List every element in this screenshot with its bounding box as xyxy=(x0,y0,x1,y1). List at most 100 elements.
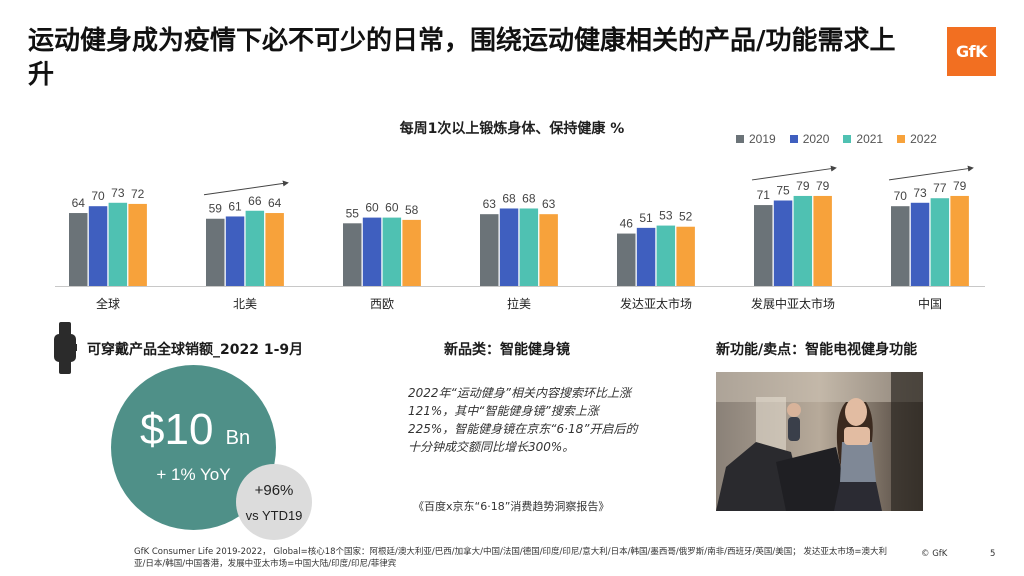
bar-chart: 64 70 73 72 全球 59 61 66 64 北美 55 60 60 58 西欧 63 68 68 63 拉美… xyxy=(55,165,985,311)
bar-2020-5 xyxy=(773,200,793,286)
data-label-2020-5: 75 xyxy=(776,184,790,198)
chart-legend: 2019 2020 2021 2022 xyxy=(736,132,937,146)
data-label-2021-2: 60 xyxy=(385,201,399,215)
footnote: GfK Consumer Life 2019-2022， Global=核心18… xyxy=(134,547,888,569)
sales-unit: Bn xyxy=(225,427,251,449)
data-label-2020-6: 73 xyxy=(913,186,927,200)
bar-2021-2 xyxy=(382,217,402,286)
bar-2020-2 xyxy=(362,217,382,286)
category-label-6: 中国 xyxy=(918,296,942,311)
category-label-3: 拉美 xyxy=(507,296,531,311)
data-label-2021-1: 66 xyxy=(248,194,262,208)
data-label-2020-0: 70 xyxy=(91,189,105,203)
data-label-2021-3: 68 xyxy=(522,191,536,205)
bar-2019-1 xyxy=(206,218,225,286)
legend-label-2021: 2021 xyxy=(856,132,884,146)
bar-2020-3 xyxy=(499,208,519,286)
data-label-2022-5: 79 xyxy=(816,179,830,193)
bar-2022-3 xyxy=(539,214,558,286)
bar-2022-1 xyxy=(265,213,284,286)
legend-item-2021: 2021 xyxy=(843,132,883,146)
page-title: 运动健身成为疫情下必不可少的日常，围绕运动健康相关的产品/功能需求上升 xyxy=(28,26,896,90)
legend-label-2019: 2019 xyxy=(749,132,776,146)
category-label-2: 西欧 xyxy=(370,297,394,311)
data-label-2021-5: 79 xyxy=(796,179,810,193)
data-label-2019-2: 55 xyxy=(346,206,360,220)
gym-scene-illustration xyxy=(716,372,923,511)
legend-item-2020: 2020 xyxy=(789,132,830,146)
data-label-2020-4: 51 xyxy=(639,211,653,225)
legend-swatch-2021 xyxy=(843,135,852,143)
bar-2021-0 xyxy=(108,202,128,286)
data-label-2020-2: 60 xyxy=(365,201,379,215)
bar-2021-3 xyxy=(519,208,539,286)
trend-arrow-6 xyxy=(888,165,974,181)
data-label-2021-0: 73 xyxy=(111,186,125,200)
bar-2022-4 xyxy=(676,226,695,286)
chart-title: 每周1次以上锻炼身体、保持健康 % xyxy=(399,121,625,137)
data-label-2019-3: 63 xyxy=(483,197,497,211)
bar-2022-0 xyxy=(128,203,147,286)
bar-2019-6 xyxy=(891,206,910,286)
wearables-title: 可穿戴产品全球销额_2022 1-9月 xyxy=(87,342,304,358)
data-label-2020-1: 61 xyxy=(228,199,242,213)
data-label-2021-4: 53 xyxy=(659,209,673,223)
legend-label-2022: 2022 xyxy=(910,132,937,146)
growth-circle: +96% vs YTD19 xyxy=(236,464,312,540)
bar-2021-5 xyxy=(793,195,813,286)
legend-item-2022: 2022 xyxy=(897,132,937,146)
bar-2020-0 xyxy=(88,206,108,286)
bar-2020-1 xyxy=(225,216,245,286)
bar-2019-5 xyxy=(754,205,773,286)
sales-amount: $10 xyxy=(140,405,214,454)
legend-swatch-2019 xyxy=(736,135,744,143)
data-label-2022-2: 58 xyxy=(405,203,419,217)
new-features-title: 新功能/卖点：智能电视健身功能 xyxy=(716,342,918,358)
data-label-2019-4: 46 xyxy=(620,217,634,231)
bar-2021-1 xyxy=(245,210,265,286)
data-label-2022-4: 52 xyxy=(679,210,693,224)
data-label-2019-0: 64 xyxy=(72,196,86,210)
page-number: 5 xyxy=(990,549,996,559)
trend-arrow-5 xyxy=(751,165,837,181)
bar-2020-6 xyxy=(910,202,930,286)
data-label-2022-6: 79 xyxy=(953,179,967,193)
bar-2019-4 xyxy=(617,233,636,286)
legend-item-2019: 2019 xyxy=(736,132,776,146)
bar-2019-2 xyxy=(343,223,362,286)
bar-2022-6 xyxy=(950,195,969,286)
data-label-2019-6: 70 xyxy=(894,189,908,203)
data-label-2019-1: 59 xyxy=(209,202,223,216)
bar-2019-0 xyxy=(69,213,88,286)
copyright: © GfK xyxy=(921,549,948,559)
legend-label-2020: 2020 xyxy=(802,132,830,146)
bar-2021-4 xyxy=(656,225,676,286)
bar-2020-4 xyxy=(636,227,656,286)
data-label-2020-3: 68 xyxy=(502,191,516,205)
smart-mirror-quote: 2022年“运动健身”相关内容搜索环比上涨121%，其中“智能健身镜”搜索上涨2… xyxy=(408,386,638,454)
legend-swatch-2022 xyxy=(897,135,906,143)
category-label-4: 发达亚太市场 xyxy=(620,296,692,311)
gfk-logo: GfK xyxy=(947,27,996,76)
growth-value: +96% xyxy=(254,482,294,499)
bar-2022-5 xyxy=(813,195,832,286)
growth-label: vs YTD19 xyxy=(245,508,303,523)
category-label-0: 全球 xyxy=(96,296,120,311)
new-products-title: 新品类：智能健身镜 xyxy=(444,342,570,358)
sales-amount-line: $10 Bn xyxy=(140,405,250,463)
data-label-2019-5: 71 xyxy=(757,188,771,202)
bar-2021-6 xyxy=(930,198,950,286)
data-label-2022-0: 72 xyxy=(131,187,145,201)
category-label-1: 北美 xyxy=(233,297,257,311)
data-label-2022-3: 63 xyxy=(542,197,556,211)
smartwatch-icon xyxy=(54,322,77,374)
bar-2022-2 xyxy=(402,219,421,286)
data-label-2022-1: 64 xyxy=(268,196,282,210)
sales-yoy: + 1% YoY xyxy=(156,465,231,484)
bar-2019-3 xyxy=(480,214,499,286)
treadmill-photo xyxy=(716,372,923,511)
category-label-5: 发展中亚太市场 xyxy=(751,296,835,311)
quote-source: 《百度x京东“6·18”消费趋势洞察报告》 xyxy=(413,500,610,513)
trend-arrow-1 xyxy=(203,180,289,196)
data-label-2021-6: 77 xyxy=(933,181,947,195)
